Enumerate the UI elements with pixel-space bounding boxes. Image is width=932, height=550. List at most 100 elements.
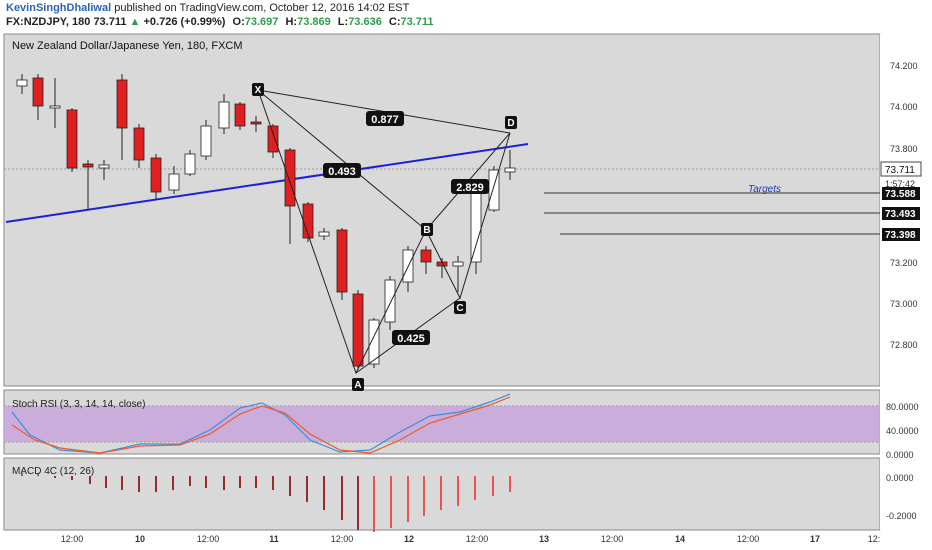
ratio-badge — [451, 179, 489, 194]
candle-down[interactable] — [133, 127, 145, 161]
time-tick: 12:00 — [197, 534, 220, 544]
chart-title: New Zealand Dollar/Japanese Yen, 180, FX… — [12, 40, 243, 52]
ratio-label: 0.493 — [328, 166, 356, 178]
symbol-label[interactable]: FX:NZDJPY, 180 — [6, 16, 91, 28]
macd-label: MACD 4C (12, 26) — [12, 466, 94, 477]
macd-tick-0: 0.0000 — [886, 473, 914, 483]
macd-bar — [71, 476, 73, 480]
candle-up[interactable] — [368, 319, 380, 365]
macd-bar — [138, 476, 140, 492]
candle-down[interactable] — [352, 293, 364, 367]
time-tick: 12:00 — [601, 534, 624, 544]
candle-down[interactable] — [420, 249, 432, 263]
macd-tick-neg02: -0.2000 — [886, 511, 917, 521]
candle-up[interactable] — [49, 105, 61, 109]
time-tick: 10 — [135, 534, 145, 544]
time-tick: 12:00 — [466, 534, 489, 544]
macd-bar — [155, 476, 157, 492]
time-tick: 12:00 — [61, 534, 84, 544]
candle-down[interactable] — [267, 125, 279, 153]
price-tick: 74.000 — [890, 102, 918, 112]
chart-canvas[interactable]: New Zealand Dollar/Japanese Yen, 180, FX… — [0, 30, 932, 550]
candle-down[interactable] — [66, 109, 78, 169]
last-price-badge-text: 73.711 — [885, 165, 915, 176]
time-axis[interactable]: 12:00 10 12:00 11 12:00 12 12:00 13 12:00 14 12:00… — [61, 534, 881, 544]
macd-bar — [289, 476, 291, 496]
candle-up[interactable] — [452, 261, 464, 267]
stoch-tick-0: 0.0000 — [886, 450, 914, 460]
target-badge-3-text: 73.398 — [885, 230, 916, 241]
close-value: 73.711 — [400, 16, 434, 28]
macd-bar — [54, 476, 56, 478]
candle-down[interactable] — [284, 149, 296, 207]
candle-up[interactable] — [384, 279, 396, 323]
low-value: 73.636 — [348, 16, 382, 28]
candle-up[interactable] — [488, 169, 500, 211]
macd-bar — [306, 476, 308, 502]
time-tick: 12:00 — [737, 534, 760, 544]
candle-up[interactable] — [318, 231, 330, 237]
candle-up[interactable] — [168, 173, 180, 191]
stoch-tick-40: 40.0000 — [886, 426, 919, 436]
stoch-d-line — [11, 396, 511, 454]
candle-down[interactable] — [150, 157, 162, 193]
up-arrow-icon: ▲ — [129, 16, 141, 28]
time-tick: 14 — [675, 534, 685, 544]
stoch-label: Stoch RSI (3, 3, 14, 14, close) — [12, 399, 145, 410]
candle-up[interactable] — [504, 167, 516, 173]
target-badge-2 — [882, 207, 920, 220]
point-badge — [454, 301, 466, 314]
candle-up[interactable] — [184, 153, 196, 175]
publish-line: KevinSinghDhaliwal published on TradingV… — [6, 2, 409, 14]
candle-up[interactable] — [98, 164, 110, 169]
candle-up[interactable] — [470, 189, 482, 263]
targets-label: Targets — [748, 184, 781, 195]
candle-down[interactable] — [32, 77, 44, 107]
macd-bar — [89, 476, 91, 484]
macd-bar — [272, 476, 274, 490]
ratio-label: 0.425 — [397, 333, 425, 345]
time-tick: 12: — [868, 534, 881, 544]
macd-bar — [357, 476, 359, 530]
point-badge — [352, 378, 364, 391]
pattern-point-labels: X A B C D — [252, 83, 517, 391]
macd-bar — [205, 476, 207, 488]
macd-bar — [37, 474, 39, 476]
target-badge-3 — [882, 228, 920, 241]
candle-down[interactable] — [234, 103, 246, 127]
point-badge — [421, 223, 433, 236]
time-tick: 12 — [404, 534, 414, 544]
stoch-tick-80: 80.0000 — [886, 402, 919, 412]
macd-bar — [323, 476, 325, 510]
target-badge-1-text: 73.588 — [885, 189, 916, 200]
time-tick: 13 — [539, 534, 549, 544]
candle-up[interactable] — [200, 125, 212, 157]
candle-down[interactable] — [250, 121, 262, 125]
price-tick: 74.200 — [890, 61, 918, 71]
point-label: A — [354, 380, 361, 391]
last-price: 73.711 — [93, 16, 127, 28]
macd-bar — [105, 476, 107, 488]
point-badge — [252, 83, 264, 96]
author-link[interactable]: KevinSinghDhaliwal — [6, 2, 112, 14]
stoch-band — [4, 406, 880, 442]
candle-down[interactable] — [336, 229, 348, 293]
candle-down[interactable] — [116, 79, 128, 129]
macd-bar — [373, 476, 375, 532]
candle-up[interactable] — [16, 79, 28, 87]
candle-down[interactable] — [82, 163, 94, 168]
price-pane[interactable] — [3, 33, 881, 387]
price-axis[interactable] — [880, 34, 930, 530]
ratio-labels: 0.877 0.493 2.829 0.425 — [323, 111, 489, 345]
price-tick: 73.000 — [890, 299, 918, 309]
price-tick: 73.800 — [890, 144, 918, 154]
high-label: H: — [285, 16, 298, 28]
trendline[interactable] — [5, 143, 529, 223]
point-badge — [505, 116, 517, 129]
chart-header: KevinSinghDhaliwal published on TradingV… — [0, 0, 932, 30]
target-badge-1 — [882, 187, 920, 200]
last-price-badge — [880, 161, 922, 177]
time-tick: 11 — [269, 534, 279, 544]
ratio-badge — [392, 330, 430, 345]
candle-up[interactable] — [218, 101, 230, 129]
